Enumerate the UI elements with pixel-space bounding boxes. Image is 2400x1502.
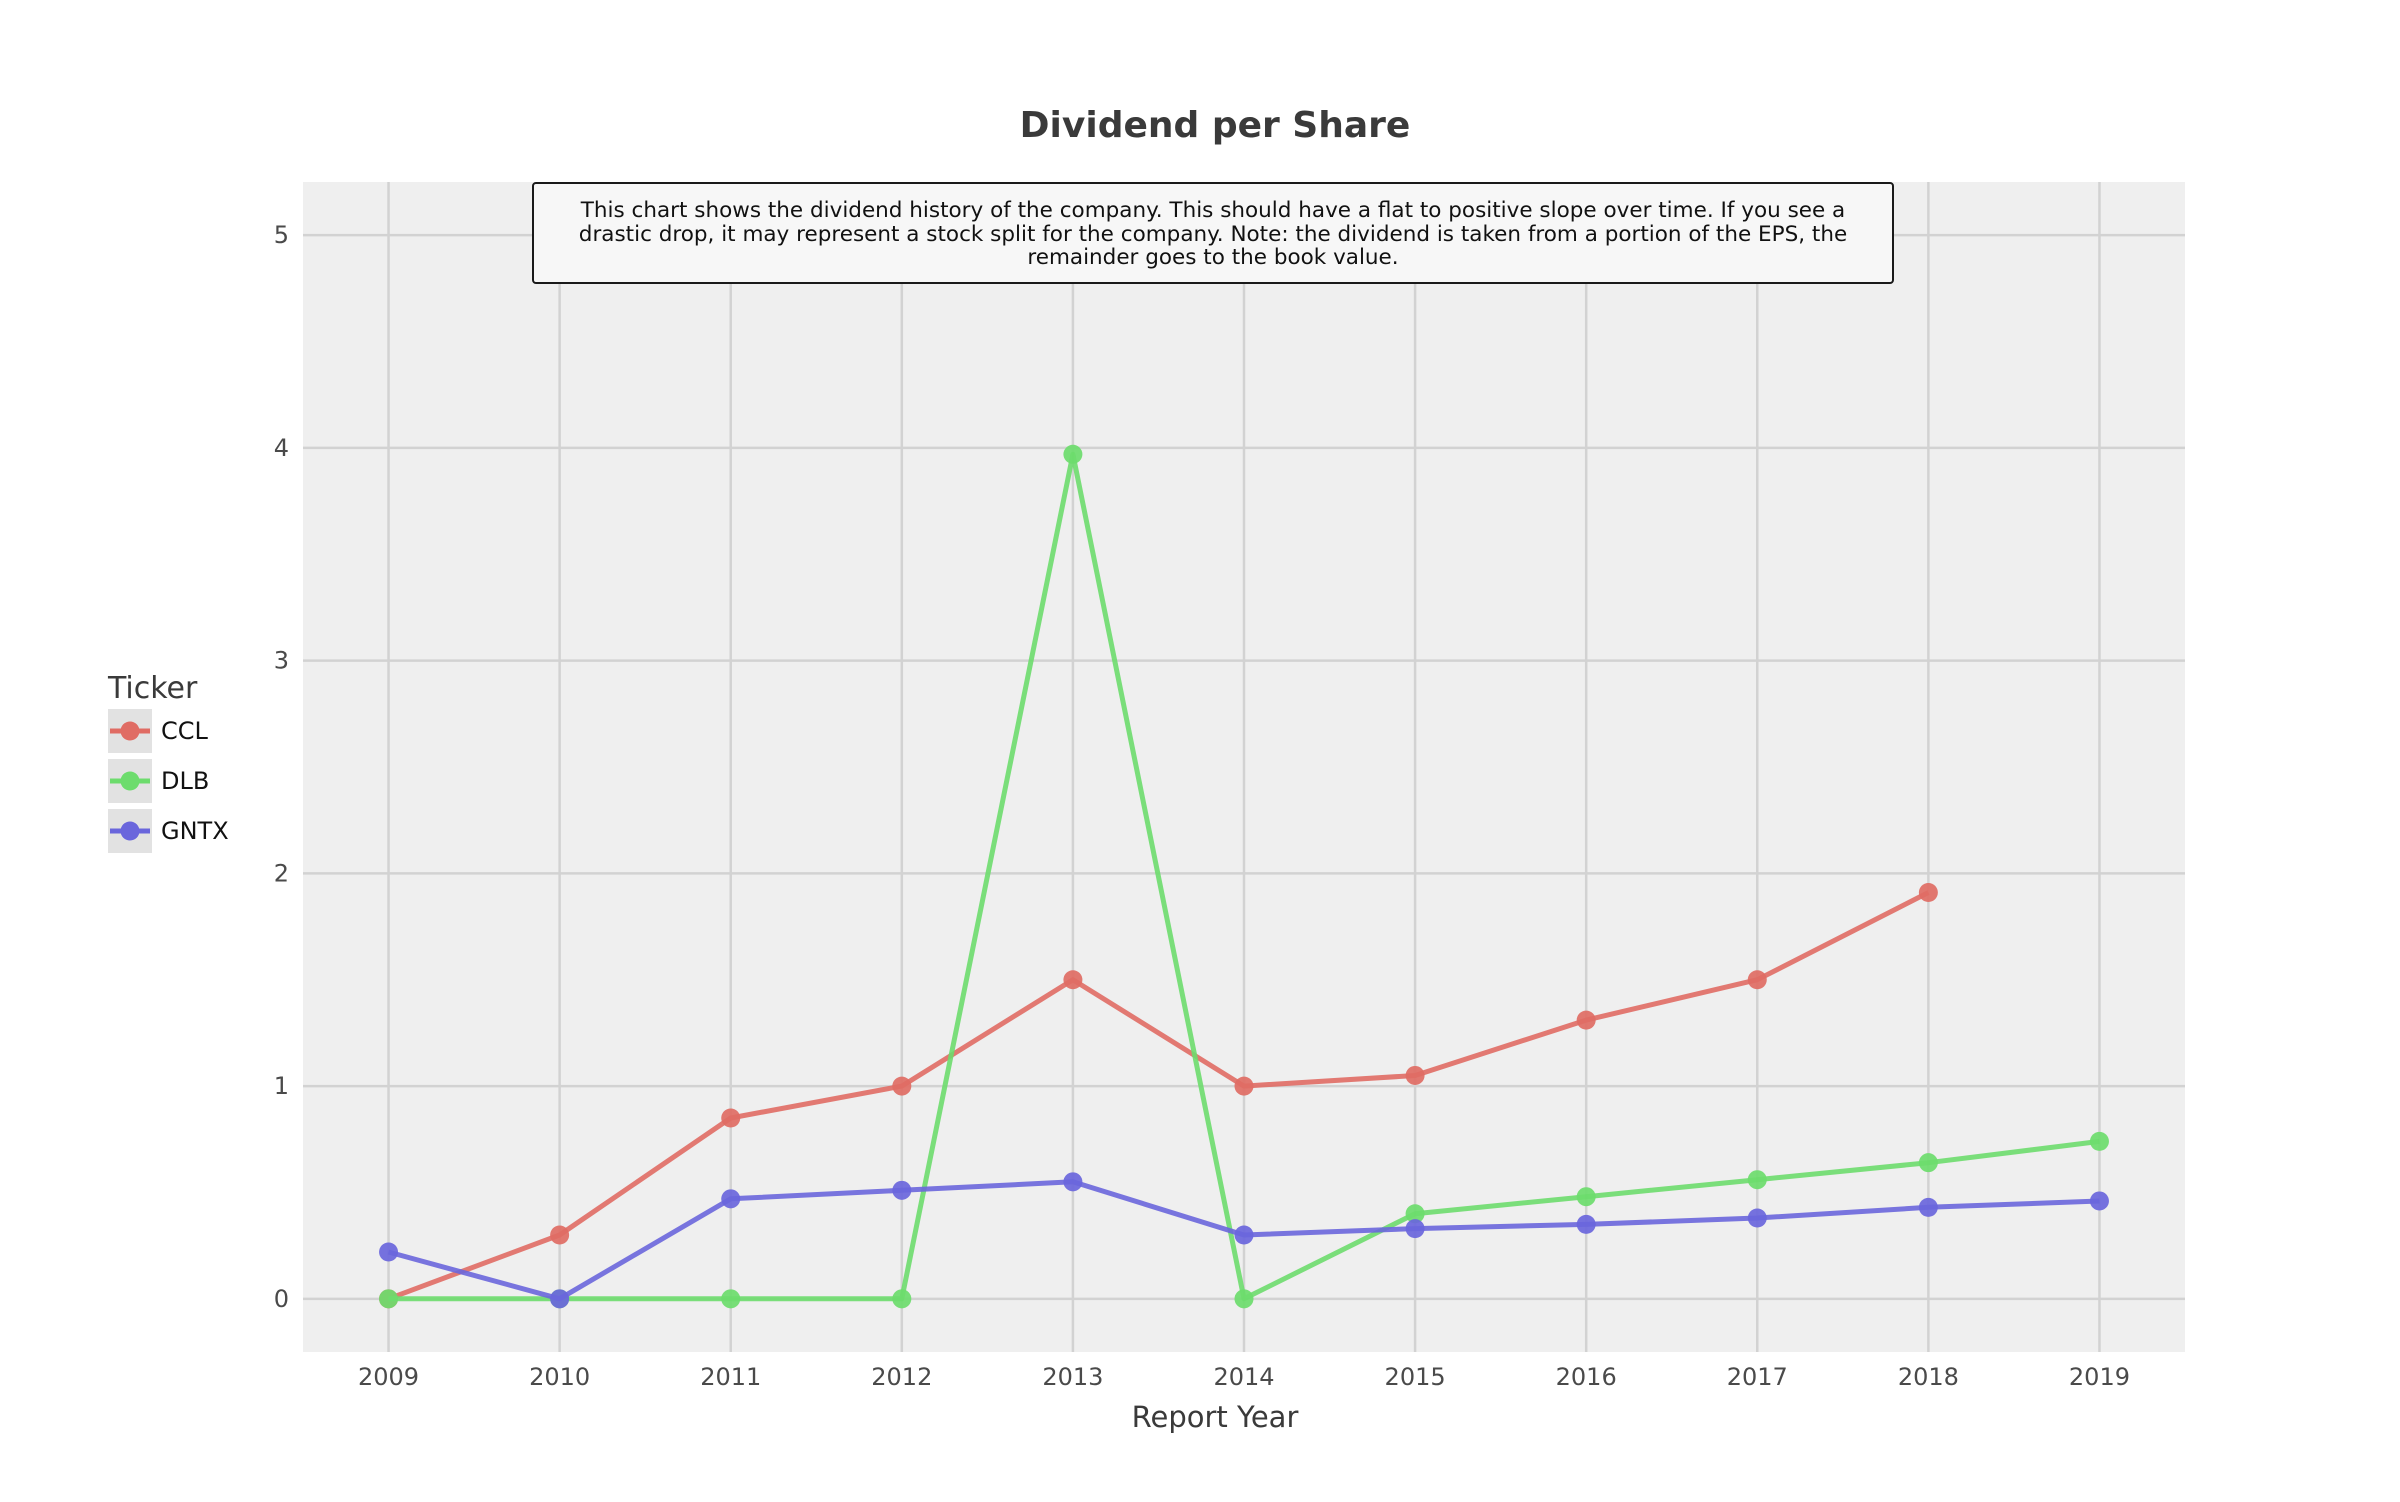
x-tick-label: 2017 [1727,1363,1788,1391]
y-tick-label: 0 [274,1285,289,1313]
x-tick-label: 2018 [1898,1363,1959,1391]
data-point [721,1289,741,1309]
legend-item-gntx: GNTX [108,809,229,853]
data-point [1918,1153,1938,1173]
y-tick-label: 2 [274,859,289,887]
x-tick-label: 2009 [358,1363,419,1391]
data-point [721,1108,741,1128]
data-point [1576,1214,1596,1234]
data-point [1747,1170,1767,1190]
legend-marker [120,771,140,791]
x-axis-label: Report Year [1132,1400,1299,1434]
data-point [1918,1197,1938,1217]
legend-label: CCL [161,717,209,745]
data-point [2089,1131,2109,1151]
x-tick-label: 2014 [1213,1363,1274,1391]
legend-title: Ticker [107,671,198,706]
data-point [1747,1208,1767,1228]
data-point [1234,1225,1254,1245]
series-gntx [379,1172,2109,1309]
x-tick-label: 2012 [871,1363,932,1391]
y-tick-label: 1 [274,1072,289,1100]
y-tick-label: 3 [274,647,289,675]
data-point [1918,883,1938,903]
x-tick-label: 2019 [2069,1363,2130,1391]
data-point [1747,970,1767,990]
tick-labels: 2009 2010 2011 2012 2013 2014 2015 2016 2017 2018… [274,221,2130,1391]
data-point [379,1289,399,1309]
data-point [379,1242,399,1262]
data-point [1576,1187,1596,1207]
series-layer [379,444,2109,1309]
data-point [1063,444,1083,464]
grid [303,182,2185,1352]
x-tick-label: 2016 [1556,1363,1617,1391]
data-point [1405,1204,1425,1224]
x-tick-label: 2013 [1042,1363,1103,1391]
data-point [721,1189,741,1209]
y-tick-label: 5 [274,221,289,249]
data-point [1234,1076,1254,1096]
data-point [892,1076,912,1096]
legend-item-dlb: DLB [108,759,209,803]
legend-label: GNTX [161,817,229,845]
legend-marker [120,821,140,841]
data-point [2089,1191,2109,1211]
legend-item-ccl: CCL [108,709,209,753]
annotation-box: This chart shows the dividend history of… [532,182,1894,284]
series-line [387,890,1930,1302]
data-point [550,1225,570,1245]
data-point [1405,1219,1425,1239]
legend-label: DLB [161,767,209,795]
x-tick-label: 2015 [1385,1363,1446,1391]
data-point [1234,1289,1254,1309]
legend: Ticker CCL DLB GNTX [107,671,229,853]
data-point [550,1289,570,1309]
y-tick-label: 4 [274,434,289,462]
chart-title: Dividend per Share [1020,105,1411,146]
data-point [892,1180,912,1200]
x-tick-label: 2010 [529,1363,590,1391]
data-point [1576,1010,1596,1030]
annotation-text: This chart shows the dividend history of… [578,198,1848,270]
data-point [892,1289,912,1309]
legend-marker [120,721,140,741]
data-point [1405,1065,1425,1085]
data-point [1063,1172,1083,1192]
data-point [1063,970,1083,990]
x-tick-label: 2011 [700,1363,761,1391]
